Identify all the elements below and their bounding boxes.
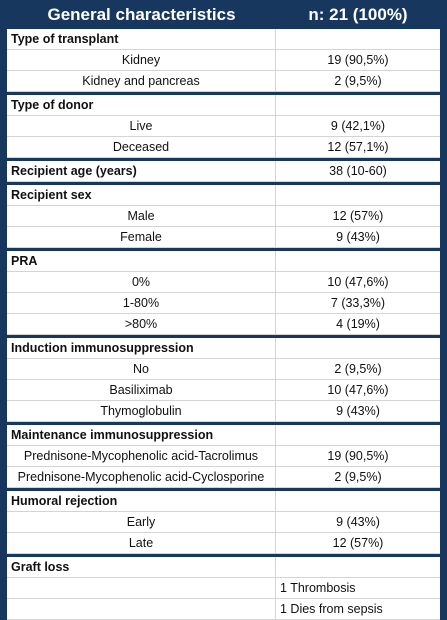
- section-value: [276, 95, 440, 116]
- row-label: Female: [7, 227, 276, 248]
- section: Maintenance immunosuppression Prednisone-…: [7, 425, 440, 488]
- header-title: General characteristics: [47, 4, 236, 24]
- section: Type of donor Live 9 (42,1%) Deceased 12 (57…: [7, 95, 440, 158]
- row-label: Late: [7, 533, 276, 554]
- section-value: [276, 425, 440, 446]
- row-label: Thymoglobulin: [7, 401, 276, 422]
- section-title: Recipient sex: [7, 185, 276, 206]
- table-body: Type of transplant Kidney 19 (90,5%) Kidney…: [7, 29, 440, 620]
- row-value: 9 (43%): [276, 401, 440, 422]
- section-title: Graft loss: [7, 557, 276, 578]
- row-value: 2 (9,5%): [276, 467, 440, 488]
- section-value: [276, 251, 440, 272]
- section-title: Humoral rejection: [7, 491, 276, 512]
- row-value: 12 (57,1%): [276, 137, 440, 158]
- section-title: Type of transplant: [7, 29, 276, 50]
- data-row: Prednisone-Mycophenolic acid-Tacrolimus 1…: [7, 446, 440, 467]
- section-title: Type of donor: [7, 95, 276, 116]
- section: PRA 0% 10 (47,6%) 1-80% 7 (33,3%) >80% 4 (19%): [7, 251, 440, 335]
- data-row: Kidney and pancreas 2 (9,5%): [7, 71, 440, 92]
- data-row: Kidney 19 (90,5%): [7, 50, 440, 71]
- row-value: 4 (19%): [276, 314, 440, 335]
- section-value: [276, 185, 440, 206]
- section: Humoral rejection Early 9 (43%) Late 12 (57%…: [7, 491, 440, 554]
- section-title-row: Type of transplant: [7, 29, 440, 50]
- data-row: Prednisone-Mycophenolic acid-Cyclosporin…: [7, 467, 440, 488]
- data-row: Basiliximab 10 (47,6%): [7, 380, 440, 401]
- section-title: Induction immunosuppression: [7, 338, 276, 359]
- row-value: 2 (9,5%): [276, 71, 440, 92]
- row-value: 7 (33,3%): [276, 293, 440, 314]
- row-value: 10 (47,6%): [276, 272, 440, 293]
- section-title-row: PRA: [7, 251, 440, 272]
- data-row: >80% 4 (19%): [7, 314, 440, 335]
- row-value: 12 (57%): [276, 533, 440, 554]
- row-label: Kidney: [7, 50, 276, 71]
- section-value: 38 (10-60): [276, 161, 440, 182]
- section-title-row: Humoral rejection: [7, 491, 440, 512]
- data-row: 0% 10 (47,6%): [7, 272, 440, 293]
- data-row: No 2 (9,5%): [7, 359, 440, 380]
- section-title-row: Type of donor: [7, 95, 440, 116]
- section-title: Recipient age (years): [7, 161, 276, 182]
- section-title-row: Recipient age (years) 38 (10-60): [7, 161, 440, 182]
- row-label: Kidney and pancreas: [7, 71, 276, 92]
- data-row: 1 Thrombosis: [7, 578, 440, 599]
- data-row: 1 Dies from sepsis: [7, 599, 440, 620]
- row-label: >80%: [7, 314, 276, 335]
- row-value: 1 Dies from sepsis: [276, 599, 440, 620]
- row-label: Basiliximab: [7, 380, 276, 401]
- section: Induction immunosuppression No 2 (9,5%) Bas…: [7, 338, 440, 422]
- row-value: 9 (42,1%): [276, 116, 440, 137]
- row-value: 19 (90,5%): [276, 446, 440, 467]
- row-label: Live: [7, 116, 276, 137]
- row-value: 19 (90,5%): [276, 50, 440, 71]
- data-row: Male 12 (57%): [7, 206, 440, 227]
- section-value: [276, 29, 440, 50]
- row-label: No: [7, 359, 276, 380]
- row-label: 0%: [7, 272, 276, 293]
- data-row: Late 12 (57%): [7, 533, 440, 554]
- row-label: Prednisone-Mycophenolic acid-Tacrolimus: [7, 446, 276, 467]
- section: Graft loss 1 Thrombosis 1 Dies from sepsis: [7, 557, 440, 620]
- row-value: 10 (47,6%): [276, 380, 440, 401]
- row-label: Male: [7, 206, 276, 227]
- section: Type of transplant Kidney 19 (90,5%) Kidney…: [7, 29, 440, 92]
- data-row: Deceased 12 (57,1%): [7, 137, 440, 158]
- header-n: n: 21 (100%): [308, 4, 408, 24]
- section: Recipient sex Male 12 (57%) Female 9 (43%): [7, 185, 440, 248]
- section-title: Maintenance immunosuppression: [7, 425, 276, 446]
- section-value: [276, 491, 440, 512]
- section-title-row: Maintenance immunosuppression: [7, 425, 440, 446]
- data-row: Live 9 (42,1%): [7, 116, 440, 137]
- data-row: 1-80% 7 (33,3%): [7, 293, 440, 314]
- section: Recipient age (years) 38 (10-60): [7, 161, 440, 182]
- row-value: 12 (57%): [276, 206, 440, 227]
- row-label: [7, 599, 276, 620]
- section-value: [276, 557, 440, 578]
- row-label: Deceased: [7, 137, 276, 158]
- section-value: [276, 338, 440, 359]
- data-row: Early 9 (43%): [7, 512, 440, 533]
- data-row: Female 9 (43%): [7, 227, 440, 248]
- data-row: Thymoglobulin 9 (43%): [7, 401, 440, 422]
- section-title: PRA: [7, 251, 276, 272]
- row-value: 1 Thrombosis: [276, 578, 440, 599]
- row-value: 2 (9,5%): [276, 359, 440, 380]
- header: General characteristics n: 21 (100%): [7, 0, 440, 29]
- row-value: 9 (43%): [276, 512, 440, 533]
- row-label: 1-80%: [7, 293, 276, 314]
- section-title-row: Graft loss: [7, 557, 440, 578]
- row-label: Early: [7, 512, 276, 533]
- section-title-row: Recipient sex: [7, 185, 440, 206]
- row-label: [7, 578, 276, 599]
- row-label: Prednisone-Mycophenolic acid-Cyclosporin…: [7, 467, 276, 488]
- row-value: 9 (43%): [276, 227, 440, 248]
- section-title-row: Induction immunosuppression: [7, 338, 440, 359]
